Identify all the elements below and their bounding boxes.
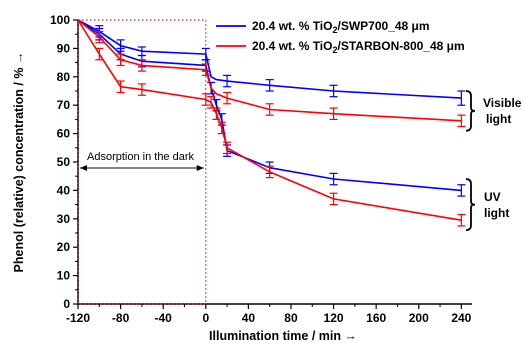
x-tick-label-7: 160 [366,311,386,325]
series-1-errorbar [217,121,226,135]
x-tick-label-4: 40 [242,311,256,325]
y-tick-label-0: 0 [63,297,70,311]
series-1-errorbar [212,107,221,121]
series-1-errorbar [137,83,146,96]
series-1-errorbar [223,91,232,105]
x-tick-label-9: 240 [451,311,471,325]
x-tick-label-2: -40 [155,311,173,325]
y-tick-label-9: 90 [57,41,71,55]
x-axis-title: Illumination time / min → [209,329,357,343]
x-axis: -120 -80 -40 0 40 80 120 160 200 240 [66,304,472,325]
adsorption-arrow-right-head [196,165,204,171]
y-tick-label-10: 100 [50,13,70,27]
x-tick-label-6: 120 [324,311,344,325]
visible-light-label-line1: Visible [483,96,522,110]
series-0-errorbar [329,84,338,98]
x-tick-label-3: 0 [202,311,209,325]
series-1-errorbar [95,30,104,44]
y-tick-label-4: 40 [57,183,71,197]
uv-light-brace [465,178,476,232]
series-1-errorbar [201,93,210,106]
y-tick-label-8: 80 [57,70,71,84]
series-1-errorbar [265,103,274,116]
y-axis: 0 10 20 30 40 50 60 70 80 90 100 [50,13,78,311]
series-0-line-0 [77,19,462,99]
series-0-errorbar [457,90,466,106]
series-1-errorbar [137,59,146,72]
series-1-errorbar [201,63,210,76]
series-1-errorbar [265,165,274,179]
x-tick-label-8: 200 [409,311,429,325]
y-tick-label-3: 30 [57,212,71,226]
y-tick-label-6: 60 [57,127,71,141]
series-1-errorbar [329,107,338,121]
series-layer [77,19,466,227]
legend: 20.4 wt. % TiO2/SWP700_48 μm 20.4 wt. % T… [216,19,465,55]
series-1-errorbar [457,213,466,227]
y-tick-label-2: 20 [57,240,71,254]
adsorption-arrow-left-head [80,165,87,171]
series-0-errorbar [265,79,274,92]
legend-label-1: 20.4 wt. % TiO2/STARBON-800_48 μm [252,39,465,55]
adsorption-annotation: Adsorption in the dark [87,151,195,163]
series-0-errorbar [457,184,466,197]
series-1-errorbar [116,80,125,94]
series-1-line-0 [77,19,462,122]
series-1-errorbar [223,141,232,155]
series-1-errorbar [116,53,125,67]
visible-light-label-line2: light [486,112,511,126]
y-axis-title: Phenol (relative) concentration / % → [12,52,26,273]
x-tick-label-0: -120 [66,311,90,325]
y-tick-label-5: 50 [57,155,71,169]
uv-light-label-line2: light [484,206,509,220]
series-1-errorbar [95,47,104,61]
series-0-errorbar [329,172,338,186]
series-1-errorbar [329,192,338,206]
annotation-layer: Adsorption in the dark Visible light UV … [80,90,522,232]
y-tick-label-7: 70 [57,98,71,112]
uv-light-label-line1: UV [484,190,501,204]
legend-label-0: 20.4 wt. % TiO2/SWP700_48 μm [252,19,430,35]
series-1-errorbar [457,114,466,128]
y-tick-label-1: 10 [57,269,71,283]
visible-light-brace [465,90,476,132]
x-tick-label-5: 80 [284,311,298,325]
x-tick-label-1: -80 [112,311,130,325]
series-0-errorbar [223,74,232,88]
